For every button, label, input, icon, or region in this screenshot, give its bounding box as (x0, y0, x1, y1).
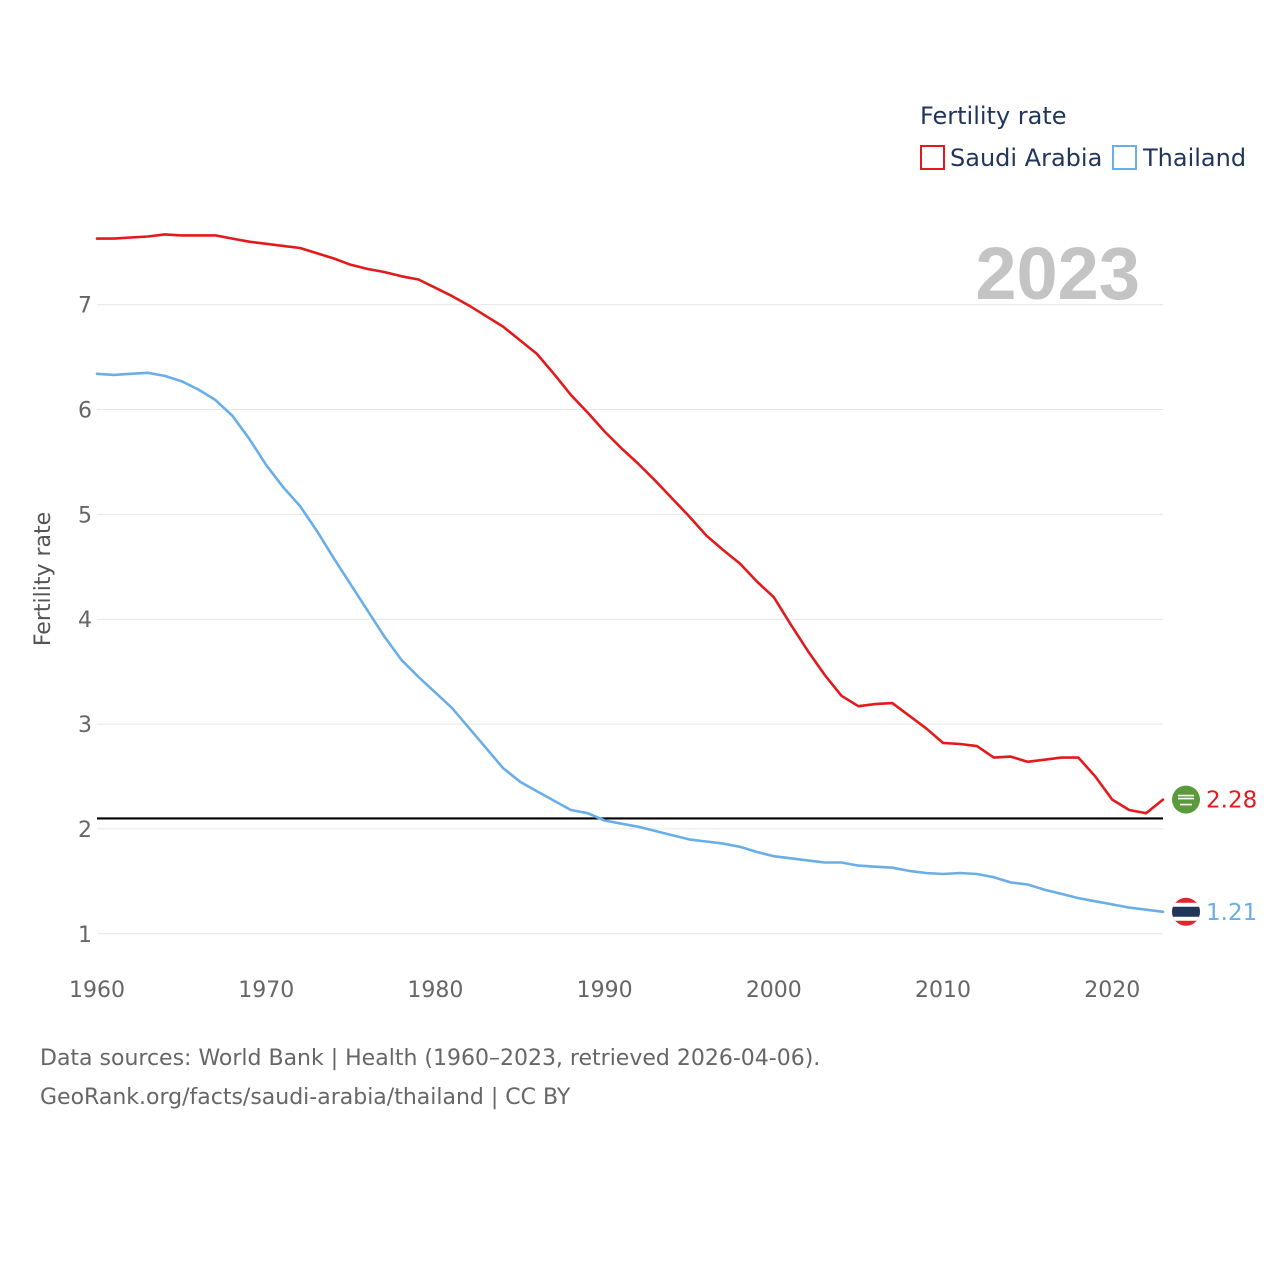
x-tick-label: 1970 (238, 978, 294, 1003)
legend-swatch-saudi-arabia[interactable] (920, 145, 945, 170)
end-value-thailand: 1.21 (1206, 900, 1257, 926)
y-axis-title: Fertility rate (31, 512, 56, 646)
x-tick-label: 1990 (577, 978, 633, 1003)
fertility-chart: 1 2 3 4 5 6 7 1960 1970 1980 1990 2000 2010 2020 Fer… (31, 102, 1257, 1003)
legend-title: Fertility rate (920, 102, 1067, 130)
series-line-thailand[interactable] (95, 371, 1165, 914)
legend: Fertility rate Saudi Arabia Thailand (920, 102, 1246, 172)
legend-label-saudi-arabia[interactable]: Saudi Arabia (950, 144, 1102, 172)
series-line-saudi-arabia[interactable] (95, 233, 1165, 815)
end-value-saudi-arabia: 2.28 (1206, 788, 1257, 814)
x-tick-label: 2000 (746, 978, 802, 1003)
y-tick-label: 1 (78, 923, 92, 948)
x-tick-label: 1960 (69, 978, 125, 1003)
year-label: 2023 (975, 232, 1140, 315)
x-tick-label: 2020 (1084, 978, 1140, 1003)
series-lines (95, 233, 1165, 914)
footer-attribution[interactable]: GeoRank.org/facts/saudi-arabia/thailand … (40, 1085, 571, 1110)
x-tick-label: 1980 (407, 978, 463, 1003)
y-tick-label: 3 (78, 713, 92, 738)
footer-sources: Data sources: World Bank | Health (1960–… (40, 1046, 821, 1071)
y-tick-label: 7 (78, 294, 92, 319)
y-tick-label: 5 (78, 503, 92, 528)
y-axis-ticks: 1 2 3 4 5 6 7 (78, 294, 92, 948)
y-tick-label: 4 (78, 608, 92, 633)
legend-label-thailand[interactable]: Thailand (1142, 144, 1246, 172)
flag-thailand-icon (1172, 897, 1200, 926)
y-tick-label: 6 (78, 398, 92, 423)
flag-saudi-arabia-icon (1172, 785, 1200, 814)
y-tick-label: 2 (78, 818, 92, 843)
series-end-markers: 2.28 1.21 (1172, 785, 1257, 926)
x-tick-label: 2010 (915, 978, 971, 1003)
gridlines (97, 304, 1163, 935)
x-axis-ticks: 1960 1970 1980 1990 2000 2010 2020 (69, 978, 1140, 1003)
legend-swatch-thailand[interactable] (1112, 145, 1137, 170)
